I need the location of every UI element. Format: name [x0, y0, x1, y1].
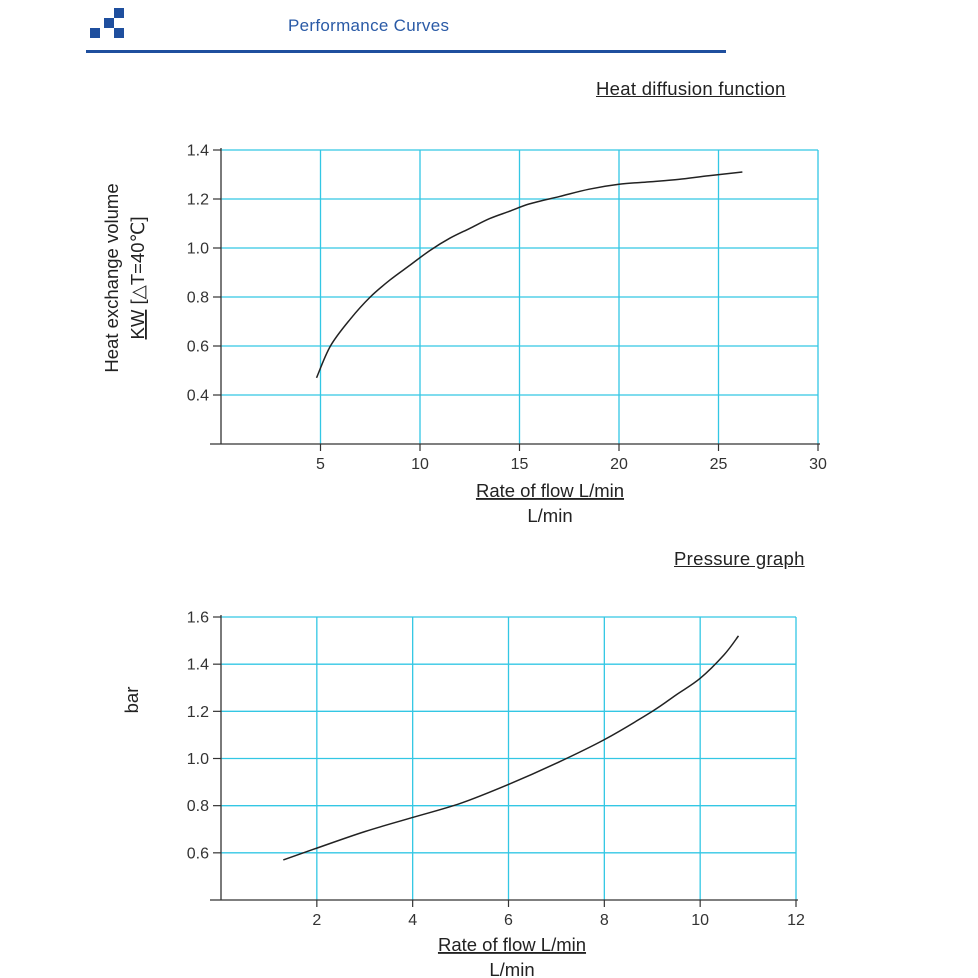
c2-y-tick-label: 0.6 [187, 845, 209, 862]
c2-x-tick-label: 6 [504, 912, 513, 929]
c2-y-tick-label: 1.2 [187, 704, 209, 721]
c1-x-axis-unit: L/min [527, 505, 572, 526]
c1-y-tick-label: 0.8 [187, 290, 209, 307]
c1-y-axis-unit-kw: KW [127, 309, 148, 339]
c2-x-tick-label: 4 [408, 912, 417, 929]
c1-y-tick-label: 1.0 [187, 241, 209, 258]
c1-y-tick-label: 0.6 [187, 339, 209, 356]
c2-y-axis-label: bar [121, 687, 142, 714]
c1-x-axis-label: Rate of flow L/min [476, 480, 624, 501]
c2-y-tick-label: 1.6 [187, 610, 209, 627]
c1-x-tick-label: 5 [316, 456, 325, 473]
c2-x-tick-label: 8 [600, 912, 609, 929]
c2-x-tick-label: 10 [691, 912, 709, 929]
c1-series-line-0 [315, 171, 743, 379]
c1-y-axis-title: Heat exchange volume [101, 183, 122, 372]
c1-y-tick-label: 0.4 [187, 388, 209, 405]
c1-x-tick-label: 30 [809, 456, 827, 473]
c1-x-tick-label: 10 [411, 456, 429, 473]
c1-y-tick-label: 1.2 [187, 192, 209, 209]
c2-x-tick-label: 12 [787, 912, 805, 929]
c2-y-tick-label: 1.4 [187, 657, 209, 674]
c2-x-tick-label: 2 [312, 912, 321, 929]
c2-x-axis-label: Rate of flow L/min [438, 934, 586, 955]
c1-y-tick-label: 1.4 [187, 143, 209, 160]
c1-y-axis-label: Heat exchange volume KW [△T=40℃] [101, 183, 148, 372]
c1-y-axis-unit: KW [△T=40℃] [127, 217, 148, 340]
c1-x-tick-label: 15 [511, 456, 529, 473]
blue-squares-logo [88, 8, 132, 40]
c2-y-tick-label: 1.0 [187, 751, 209, 768]
pressure-chart-title: Pressure graph [674, 548, 805, 569]
heat-chart-title: Heat diffusion function [596, 78, 786, 99]
page-title: Performance Curves [288, 16, 450, 35]
c1-y-axis-condition: [△T=40℃] [127, 217, 148, 310]
c1-x-tick-label: 25 [710, 456, 728, 473]
c1-x-tick-label: 20 [610, 456, 628, 473]
c2-series-line-0 [283, 635, 740, 861]
header-divider [86, 50, 726, 53]
c2-x-axis-unit: L/min [489, 959, 534, 978]
c2-y-tick-label: 0.8 [187, 798, 209, 815]
